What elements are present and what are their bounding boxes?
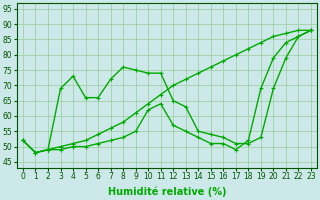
X-axis label: Humidité relative (%): Humidité relative (%) (108, 187, 226, 197)
